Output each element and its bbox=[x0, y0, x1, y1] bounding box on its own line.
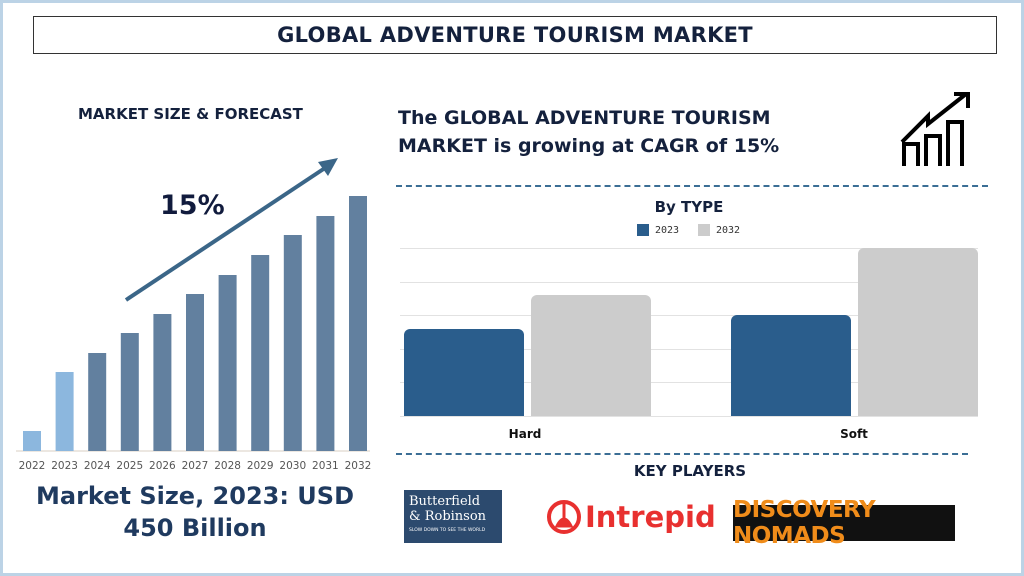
page-title: GLOBAL ADVENTURE TOURISM MARKET bbox=[33, 16, 997, 54]
bar-2024 bbox=[88, 353, 107, 451]
x-tick-label: 2030 bbox=[279, 460, 307, 472]
market-size-text: Market Size, 2023: USD 450 Billion bbox=[35, 482, 354, 542]
gridline bbox=[400, 281, 978, 283]
gridline bbox=[400, 315, 978, 317]
bar-2023 bbox=[55, 372, 74, 451]
category-label-soft: Soft bbox=[840, 427, 868, 441]
bar-2029 bbox=[251, 255, 270, 451]
growth-chart-icon bbox=[900, 92, 970, 166]
growth-arrow-line bbox=[124, 164, 330, 302]
x-tick-label: 2024 bbox=[83, 460, 111, 472]
legend-swatch bbox=[637, 224, 649, 236]
x-tick-label: 2029 bbox=[246, 460, 274, 472]
bar-2026 bbox=[153, 314, 172, 451]
legend-item-2032: 2032 bbox=[698, 224, 740, 236]
divider bbox=[396, 453, 968, 455]
logo-intrepid: Intrepid bbox=[547, 500, 716, 534]
category-label-hard: Hard bbox=[508, 427, 542, 441]
x-tick-label: 2028 bbox=[214, 460, 241, 472]
market-size-title: MARKET SIZE & FORECAST bbox=[78, 105, 303, 123]
bar-soft-2032 bbox=[858, 248, 978, 416]
bar-2031 bbox=[316, 216, 335, 451]
x-tick-label: 2027 bbox=[181, 460, 209, 472]
intrepid-icon bbox=[547, 500, 581, 534]
gridline bbox=[400, 348, 978, 350]
cagr-line-2: MARKET is growing at CAGR of 15% bbox=[398, 135, 780, 157]
cagr-line-1: The GLOBAL ADVENTURE TOURISM bbox=[398, 107, 771, 129]
legend-swatch bbox=[698, 224, 710, 236]
logo-butterfield-robinson: Butterfield & Robinson SLOW DOWN TO SEE … bbox=[404, 490, 502, 543]
market-forecast-chart bbox=[16, 158, 370, 452]
x-tick-label: 2026 bbox=[149, 460, 176, 472]
gridline bbox=[400, 248, 978, 249]
bar-hard-2032 bbox=[531, 295, 651, 416]
x-tick-label: 2032 bbox=[344, 460, 372, 472]
x-tick-label: 2022 bbox=[18, 460, 46, 472]
key-players-title: KEY PLAYERS bbox=[633, 462, 747, 480]
bar-2028 bbox=[218, 275, 237, 451]
bar-2030 bbox=[283, 235, 302, 451]
bar-2025 bbox=[120, 333, 139, 451]
gridline bbox=[400, 382, 978, 384]
cagr-headline: The GLOBAL ADVENTURE TOURISM MARKET is g… bbox=[398, 104, 779, 160]
bar-2032 bbox=[349, 196, 367, 451]
x-tick-label: 2031 bbox=[312, 460, 339, 472]
bar-2027 bbox=[186, 294, 204, 451]
logo-discovery-nomads: DISCOVERY NOMADS bbox=[733, 497, 955, 549]
x-tick-label: 2023 bbox=[51, 460, 78, 472]
cagr-annotation: 15% bbox=[160, 190, 225, 221]
type-chart-title: By TYPE bbox=[654, 198, 724, 216]
legend-item-2023: 2023 bbox=[637, 224, 679, 236]
bar-soft-2023 bbox=[731, 315, 851, 416]
bar-2022 bbox=[23, 431, 41, 451]
divider bbox=[396, 185, 988, 187]
gridline bbox=[400, 416, 978, 417]
bar-hard-2023 bbox=[404, 328, 524, 416]
x-tick-label: 2025 bbox=[116, 460, 144, 472]
growth-arrow-head bbox=[318, 158, 338, 176]
